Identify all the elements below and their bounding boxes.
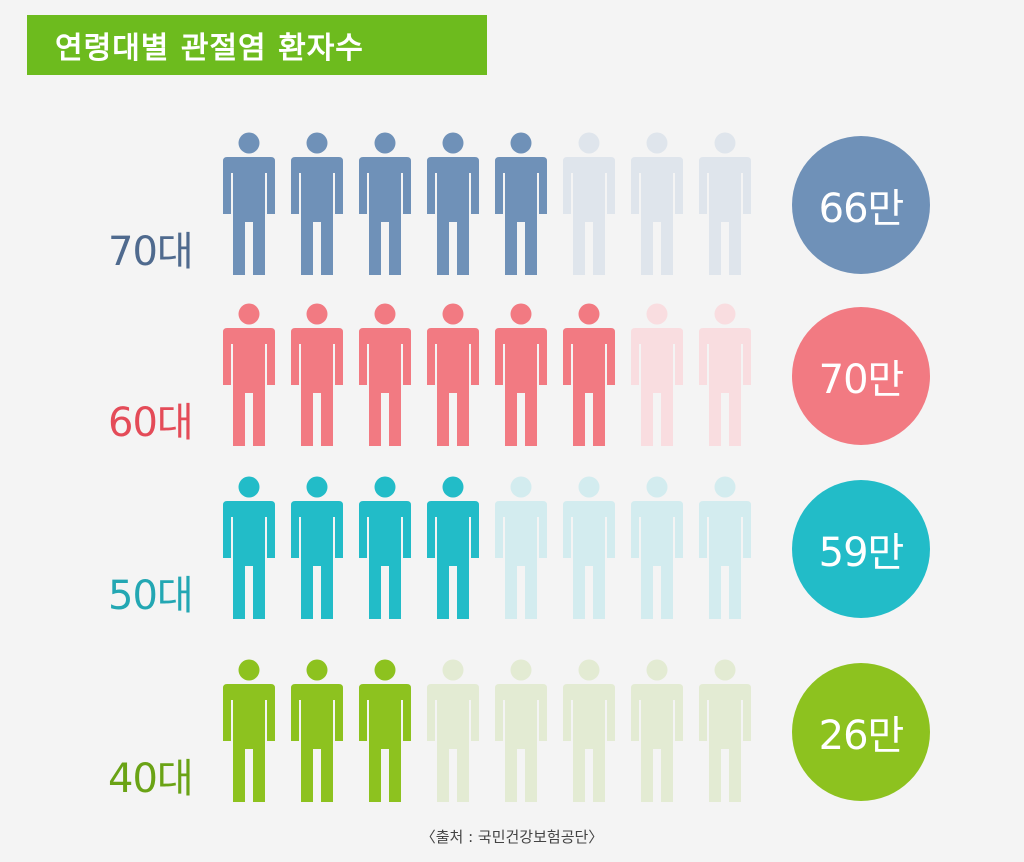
- source-note: 〈출처 : 국민건강보험공단〉: [420, 828, 604, 846]
- chart-title: 연령대별 관절염 환자수: [27, 15, 487, 75]
- category-label: 60대: [108, 400, 194, 446]
- person-icon-faded: [562, 132, 616, 277]
- person-icon-filled: [290, 132, 344, 277]
- age-row: 70대 66만: [0, 132, 1024, 282]
- person-icon-filled: [426, 303, 480, 448]
- category-label: 40대: [108, 756, 194, 802]
- person-icon-filled: [290, 476, 344, 621]
- person-icon-filled: [358, 476, 412, 621]
- value-badge: 26만: [792, 663, 930, 801]
- person-icon-faded: [698, 659, 752, 804]
- value-badge: 66만: [792, 136, 930, 274]
- person-icons: [222, 303, 762, 453]
- person-icon-filled: [562, 303, 616, 448]
- person-icon-faded: [630, 476, 684, 621]
- person-icon-faded: [630, 303, 684, 448]
- person-icon-filled: [290, 303, 344, 448]
- value-badge: 59만: [792, 480, 930, 618]
- age-row: 40대 26만: [0, 659, 1024, 809]
- person-icons: [222, 476, 762, 626]
- person-icon-filled: [222, 659, 276, 804]
- person-icon-filled: [290, 659, 344, 804]
- category-label: 50대: [108, 573, 194, 619]
- person-icon-filled: [222, 303, 276, 448]
- person-icon-faded: [698, 303, 752, 448]
- person-icons: [222, 132, 762, 282]
- age-row: 60대 70만: [0, 303, 1024, 453]
- person-icon-filled: [358, 659, 412, 804]
- person-icons: [222, 659, 762, 809]
- person-icon-faded: [562, 659, 616, 804]
- person-icon-filled: [222, 132, 276, 277]
- person-icon-faded: [494, 659, 548, 804]
- person-icon-filled: [494, 132, 548, 277]
- person-icon-filled: [426, 132, 480, 277]
- person-icon-filled: [222, 476, 276, 621]
- person-icon-faded: [426, 659, 480, 804]
- person-icon-filled: [494, 303, 548, 448]
- age-row: 50대 59만: [0, 476, 1024, 626]
- person-icon-faded: [562, 476, 616, 621]
- person-icon-faded: [698, 476, 752, 621]
- person-icon-filled: [358, 132, 412, 277]
- category-label: 70대: [108, 229, 194, 275]
- person-icon-faded: [494, 476, 548, 621]
- person-icon-faded: [698, 132, 752, 277]
- person-icon-faded: [630, 132, 684, 277]
- person-icon-faded: [630, 659, 684, 804]
- person-icon-filled: [426, 476, 480, 621]
- value-badge: 70만: [792, 307, 930, 445]
- person-icon-filled: [358, 303, 412, 448]
